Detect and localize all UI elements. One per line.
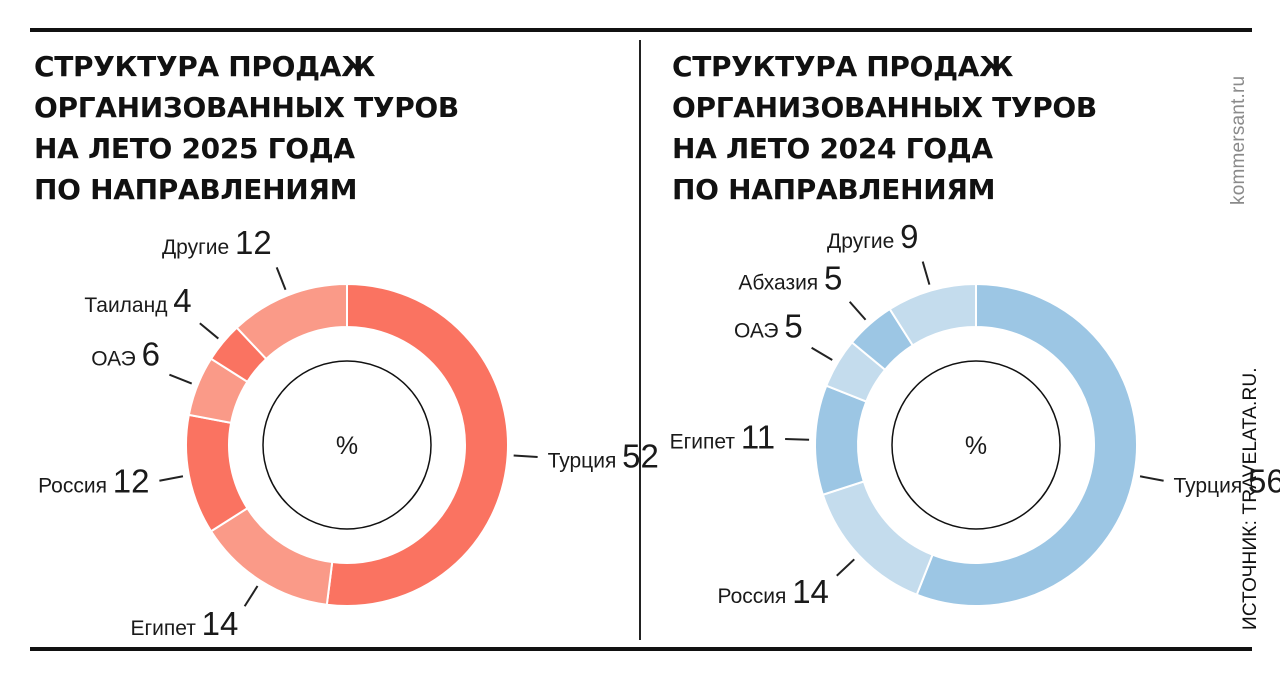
label-value: 14	[792, 573, 829, 610]
label-value: 12	[113, 462, 150, 499]
label-value: 14	[202, 605, 239, 642]
leader-line-оаэ	[811, 346, 833, 361]
label-value: 6	[142, 336, 160, 373]
label-name: Египет	[670, 431, 741, 454]
leader-line-оаэ	[169, 373, 193, 385]
chart-title-2024: СТРУКТУРА ПРОДАЖ ОРГАНИЗОВАННЫХ ТУРОВ НА…	[672, 46, 1097, 210]
label-name: Таиланд	[84, 294, 173, 317]
label-name: Россия	[718, 585, 793, 608]
bottom-rule	[30, 647, 1252, 651]
chart-title-2024-line: ПО НАПРАВЛЕНИЯМ	[672, 173, 996, 206]
label-value: 5	[824, 260, 842, 297]
label-name: Турция	[1173, 474, 1248, 497]
chart-title-2024-line: НА ЛЕТО 2024 ГОДА	[672, 132, 993, 165]
chart-title-2025-line: ПО НАПРАВЛЕНИЯМ	[34, 173, 358, 206]
label-оаэ: ОАЭ 6	[91, 336, 160, 373]
unit-label: %	[336, 432, 358, 460]
slice-россия	[185, 413, 249, 533]
slice-турция	[915, 282, 1138, 607]
label-value: 9	[900, 218, 918, 255]
slice-турция	[325, 282, 510, 607]
label-турция: Турция 52	[548, 437, 659, 474]
leader-line-турция	[1139, 475, 1164, 482]
leader-line-россия	[836, 558, 855, 577]
slice-другие	[888, 282, 977, 347]
label-name: ОАЭ	[734, 320, 784, 343]
slice-другие	[235, 282, 348, 361]
label-египет: Египет 14	[130, 605, 238, 642]
panel-divider	[639, 40, 641, 640]
label-таиланд: Таиланд 4	[84, 282, 191, 319]
label-абхазия: Абхазия 5	[738, 260, 842, 297]
leader-line-египет	[785, 438, 810, 441]
label-value: 5	[784, 308, 802, 345]
label-value: 56	[1248, 462, 1280, 499]
label-оаэ: ОАЭ 5	[734, 308, 803, 345]
label-value: 11	[741, 419, 775, 456]
center-ring	[262, 360, 432, 530]
label-value: 12	[235, 224, 272, 261]
slice-россия	[821, 480, 934, 596]
chart-title-2025-line: СТРУКТУРА ПРОДАЖ	[34, 50, 376, 83]
label-name: Другие	[827, 230, 900, 253]
leader-line-другие	[921, 261, 931, 285]
label-name: ОАЭ	[91, 348, 141, 371]
label-египет: Египет 11	[670, 419, 775, 456]
top-rule	[30, 28, 1252, 32]
leader-line-египет	[243, 585, 259, 607]
label-другие: Другие 9	[827, 218, 918, 255]
label-name: Абхазия	[738, 272, 824, 295]
chart-title-2024-line: ОРГАНИЗОВАННЫХ ТУРОВ	[672, 91, 1097, 124]
unit-label: %	[965, 432, 987, 460]
leader-line-абхазия	[848, 301, 867, 321]
label-другие: Другие 12	[162, 224, 272, 261]
label-value: 4	[173, 282, 191, 319]
label-name: Россия	[38, 474, 113, 497]
chart-title-2025-line: НА ЛЕТО 2025 ГОДА	[34, 132, 355, 165]
label-name: Другие	[162, 236, 235, 259]
leader-line-таиланд	[199, 322, 219, 340]
label-name: Турция	[548, 449, 623, 472]
leader-line-турция	[513, 454, 538, 458]
slice-египет	[814, 384, 868, 497]
label-россия: Россия 14	[718, 573, 829, 610]
chart-title-2025-line: ОРГАНИЗОВАННЫХ ТУРОВ	[34, 91, 459, 124]
chart-title-2024-line: СТРУКТУРА ПРОДАЖ	[672, 50, 1014, 83]
center-ring	[891, 360, 1061, 530]
leader-line-россия	[159, 475, 184, 482]
label-турция: Турция 56	[1173, 462, 1280, 499]
donut-chart-2025: Турция 52 Египет 14 Россия 12 ОАЭ 6 Таиланд …	[38, 224, 659, 642]
leader-line-другие	[275, 267, 287, 291]
label-name: Египет	[130, 617, 201, 640]
label-россия: Россия 12	[38, 462, 149, 499]
chart-title-2025: СТРУКТУРА ПРОДАЖ ОРГАНИЗОВАННЫХ ТУРОВ НА…	[34, 46, 459, 210]
label-value: 52	[622, 437, 659, 474]
